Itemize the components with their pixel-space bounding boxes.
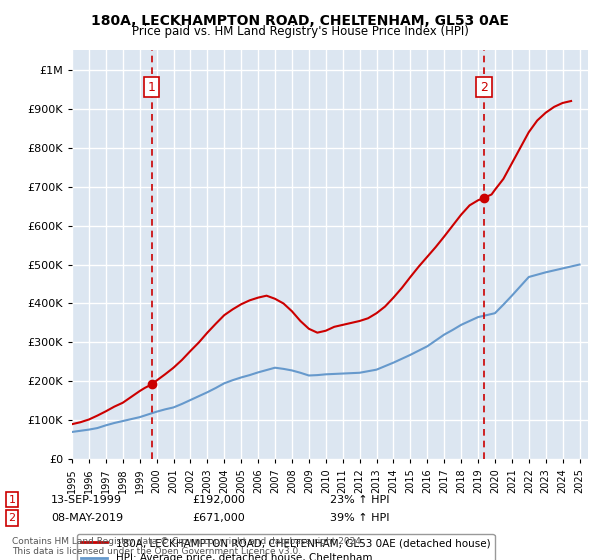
Text: 180A, LECKHAMPTON ROAD, CHELTENHAM, GL53 0AE: 180A, LECKHAMPTON ROAD, CHELTENHAM, GL53…: [91, 14, 509, 28]
Text: 13-SEP-1999: 13-SEP-1999: [51, 494, 122, 505]
Text: 1: 1: [8, 494, 16, 505]
Text: Contains HM Land Registry data © Crown copyright and database right 2024.: Contains HM Land Registry data © Crown c…: [12, 537, 364, 546]
Text: 2: 2: [8, 513, 16, 523]
Text: 23% ↑ HPI: 23% ↑ HPI: [330, 494, 389, 505]
Text: Price paid vs. HM Land Registry's House Price Index (HPI): Price paid vs. HM Land Registry's House …: [131, 25, 469, 38]
Text: 39% ↑ HPI: 39% ↑ HPI: [330, 513, 389, 523]
Text: £192,000: £192,000: [192, 494, 245, 505]
Text: This data is licensed under the Open Government Licence v3.0.: This data is licensed under the Open Gov…: [12, 547, 301, 556]
Text: 08-MAY-2019: 08-MAY-2019: [51, 513, 123, 523]
Text: 2: 2: [480, 81, 488, 94]
Text: £671,000: £671,000: [192, 513, 245, 523]
Legend: 180A, LECKHAMPTON ROAD, CHELTENHAM, GL53 0AE (detached house), HPI: Average pric: 180A, LECKHAMPTON ROAD, CHELTENHAM, GL53…: [77, 534, 494, 560]
Text: 1: 1: [148, 81, 155, 94]
